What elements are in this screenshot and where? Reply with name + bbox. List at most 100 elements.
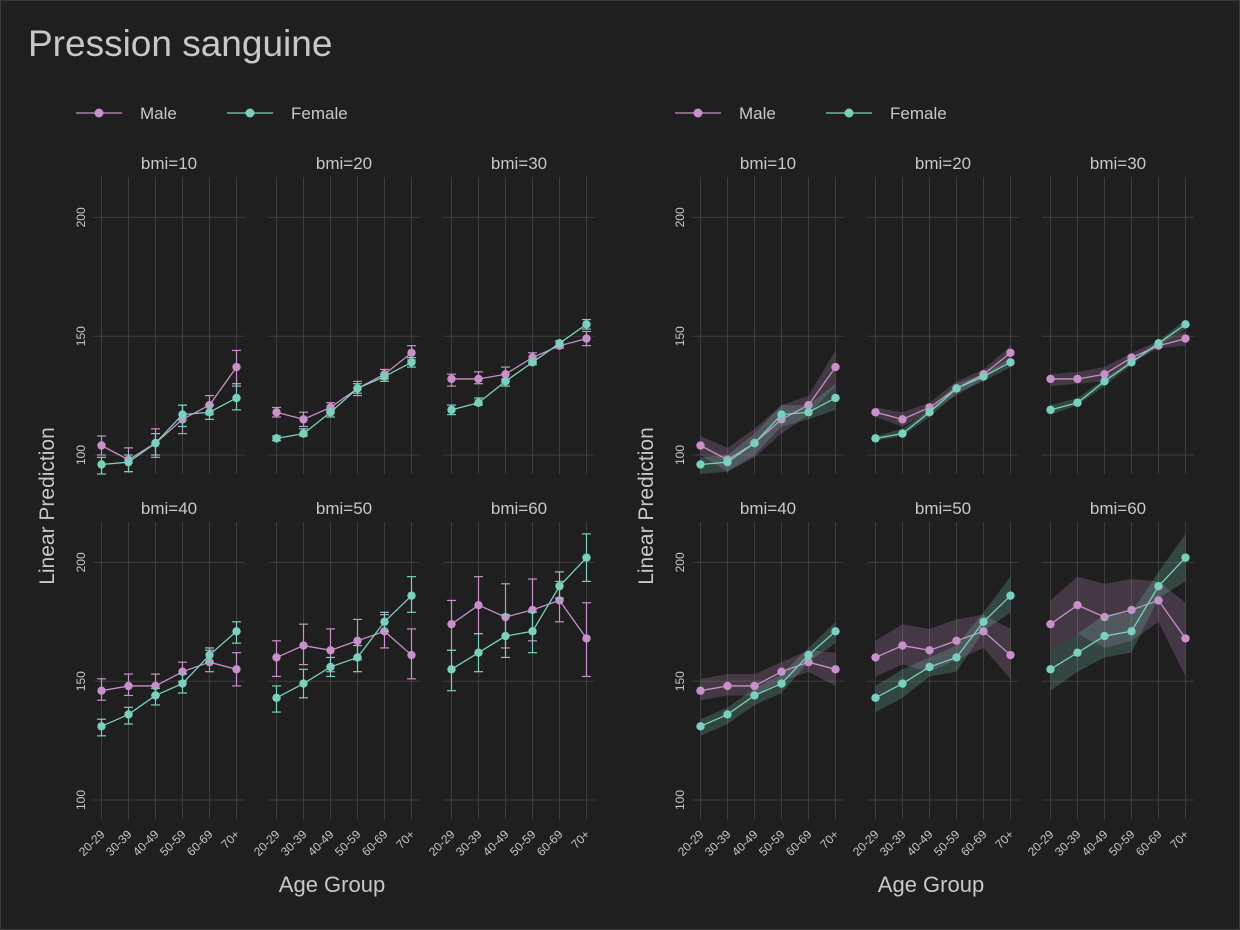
x-tick-label: 70+ [1167,827,1191,851]
x-tick-label: 50-59 [507,827,539,859]
data-point-male [750,681,759,691]
series-line-male [875,630,1011,659]
data-point-male [1046,619,1055,629]
data-point-female [696,722,705,731]
data-point-female [407,591,416,600]
x-tick-label: 60-69 [534,827,566,859]
x-tick-label: 70+ [992,827,1016,851]
data-point-male [582,334,591,343]
series-line-female [700,397,836,466]
x-tick-label: 20-29 [850,827,882,859]
data-point-male [979,627,988,636]
x-tick-label: 70+ [568,827,592,851]
series-line-male [451,599,588,639]
data-point-male [898,641,907,650]
series-line-female [875,595,1011,699]
legend-label-female: Female [291,104,348,123]
x-tick-label: 60-69 [184,827,216,859]
x-tick-label: 30-39 [278,827,310,859]
data-point-female [979,617,988,626]
panel-bmi-40: bmi=40 100 150 200 20-2930-3940-4950-5960-69… [74,499,245,859]
data-point-female [447,665,456,674]
y-tick-label: 150 [74,326,88,346]
data-point-male [723,681,732,691]
legend-item-male: Male [76,104,177,123]
x-tick-label: 70+ [393,827,417,851]
data-point-female [555,339,564,348]
data-point-female [777,410,786,419]
data-point-female [1073,398,1082,407]
data-point-male [1127,605,1136,615]
data-point-male [501,370,510,379]
legend-item-female: Female [826,104,947,123]
data-point-female [124,710,133,719]
data-point-male [696,441,705,450]
panel-bmi-30: bmi=30 [443,154,595,474]
data-point-female [272,693,281,703]
legend-label-male: Male [140,104,177,123]
y-tick-label: 100 [673,790,687,810]
data-point-male [299,415,308,424]
legend-item-male: Male [675,104,776,123]
x-tick-label: 30-39 [877,827,909,859]
y-tick-label: 200 [74,552,88,572]
ci-ribbon-female [700,621,836,736]
data-point-male [474,374,483,384]
series-line-female [101,630,237,727]
data-point-female [777,679,786,688]
data-point-female [1154,581,1163,591]
data-point-female [871,693,880,703]
data-point-female [831,627,840,636]
data-point-female [1181,553,1190,562]
data-point-female [979,372,988,381]
panel-bmi-10: bmi=10 100 150 200 [74,154,245,475]
y-tick-label: 200 [673,552,687,572]
data-point-male [232,362,241,372]
data-point-female [178,679,187,688]
data-point-female [804,650,813,660]
data-point-female [582,553,591,562]
series-line-female [1050,557,1186,670]
data-point-male [1046,374,1055,384]
facet-label: bmi=30 [491,154,547,173]
x-tick-label: 50-59 [157,827,189,859]
y-tick-label: 150 [673,671,687,691]
data-point-female [380,372,389,381]
data-point-male [804,657,813,667]
series-line-female [451,557,587,670]
data-point-male [97,441,106,450]
data-point-male [1181,634,1190,643]
data-point-female [474,648,483,657]
x-tick-label: 50-59 [332,827,364,859]
facet-label: bmi=20 [915,154,971,173]
data-point-female [501,377,510,386]
data-point-female [1046,665,1055,674]
x-tick-label: 20-29 [251,827,283,859]
series-line-male [276,352,412,421]
panel-bmi-20: bmi=20 [867,154,1019,474]
facet-label: bmi=40 [141,499,197,518]
facet-label: bmi=40 [740,499,796,518]
x-tick-label: 70+ [218,827,242,851]
x-tick-label: 20-29 [76,827,108,859]
data-point-male [1006,348,1015,358]
chart-1: Male Female Linear Prediction Age Group bmi=… [36,104,595,897]
data-point-male [272,653,281,662]
series-line-female [1050,323,1186,411]
data-point-female [1127,358,1136,367]
data-point-female [952,384,961,393]
series-line-female [875,361,1011,440]
data-point-female [898,429,907,438]
ci-ribbon-female [875,576,1011,713]
data-point-female [151,438,160,448]
x-tick-label: 40-49 [305,827,337,859]
series-line-male [875,352,1011,421]
legend-label-male: Male [739,104,776,123]
data-point-male [447,374,456,384]
x-tick-label: 20-29 [1025,827,1057,859]
